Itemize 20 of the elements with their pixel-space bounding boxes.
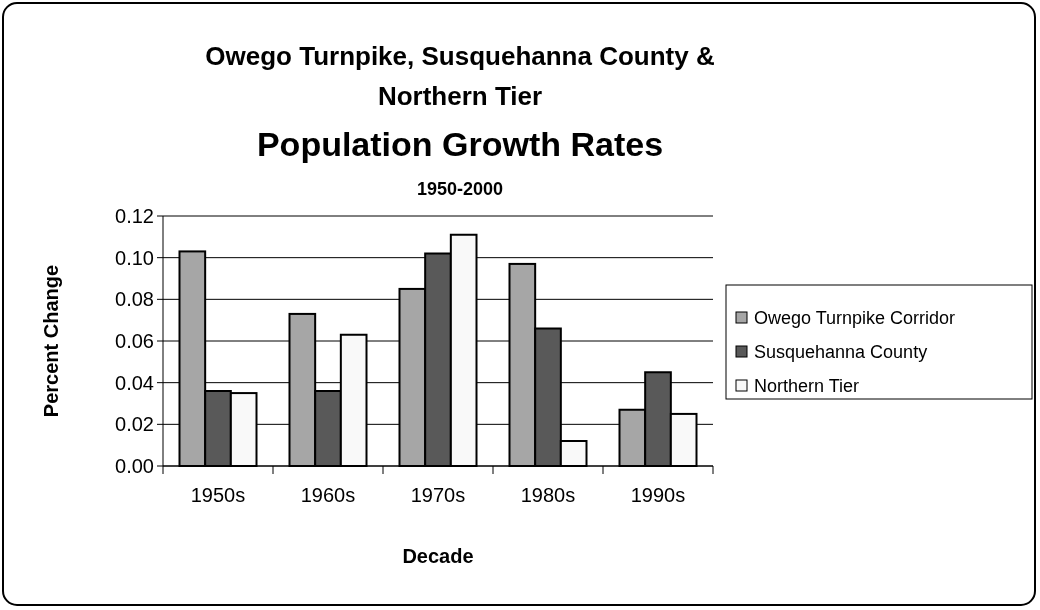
y-tick-label: 0.08 — [115, 288, 154, 311]
x-axis-title: Decade — [402, 545, 474, 567]
y-axis-title: Percent Change — [40, 264, 62, 418]
x-tick-label: 1950s — [190, 484, 246, 506]
y-tick-label: 0.06 — [115, 330, 154, 352]
legend-label: Owego Turnpike Corridor — [754, 308, 956, 329]
text: 1950-2000 — [416, 179, 504, 199]
legend-label: Northern Tier — [754, 376, 860, 397]
y-tick-label: 0.04 — [115, 371, 154, 394]
legend-label: Susquehanna County — [754, 342, 928, 363]
y-tick-label: 0.10 — [115, 246, 154, 269]
chart-subtitle: Population Growth Rates — [256, 125, 664, 163]
x-tick-label: 1990s — [630, 484, 686, 506]
y-tick-label: 0.12 — [115, 205, 154, 227]
x-tick-label: 1970s — [410, 484, 466, 506]
y-tick-label: 0.00 — [115, 455, 154, 477]
x-tick-label: 1980s — [520, 484, 576, 506]
x-tick-label: 1960s — [300, 484, 356, 506]
chart-title: Owego Turnpike, Susquehanna County & Northern Tier — [205, 41, 715, 111]
y-tick-label: 0.02 — [115, 413, 154, 436]
